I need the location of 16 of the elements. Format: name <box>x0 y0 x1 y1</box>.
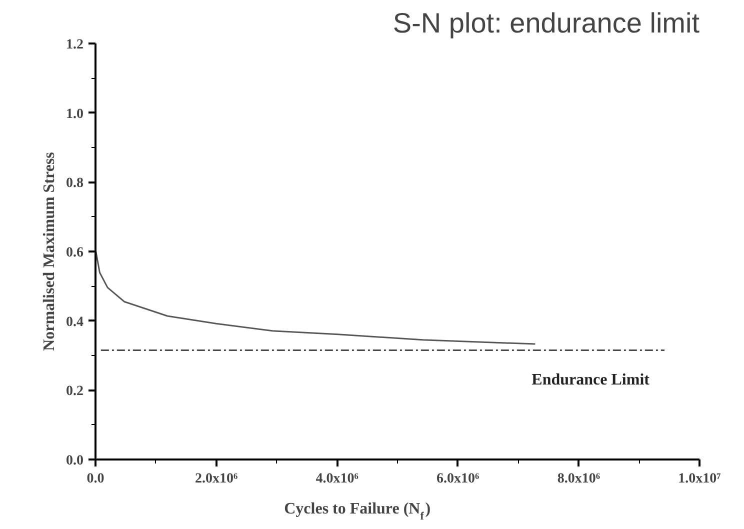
x-tick-label: 4.0x10⁶ <box>316 472 358 486</box>
y-tick-label: 0.6 <box>66 246 84 260</box>
x-tick-label: 1.0x10⁷ <box>678 472 721 486</box>
y-tick-label: 0.2 <box>66 384 84 400</box>
y-tick-label: 1.2 <box>66 38 84 52</box>
series-label: Endurance Limit <box>532 371 650 388</box>
x-tick-label: 8.0x10⁶ <box>557 472 600 486</box>
x-tick-label: 0.0 <box>86 472 104 486</box>
chart-title: S-N plot: endurance limit <box>392 8 700 38</box>
y-tick-label: 1.0 <box>66 106 84 122</box>
y-tick-label: 0.0 <box>66 454 84 468</box>
x-tick-label: 6.0x10⁶ <box>436 472 480 486</box>
x-tick-label: 2.0x10⁶ <box>194 472 238 486</box>
y-tick-label: 0.4 <box>66 314 84 330</box>
y-tick-label: 0.8 <box>66 176 84 192</box>
y-axis-title: Normalised Maximum Stress <box>41 152 58 351</box>
